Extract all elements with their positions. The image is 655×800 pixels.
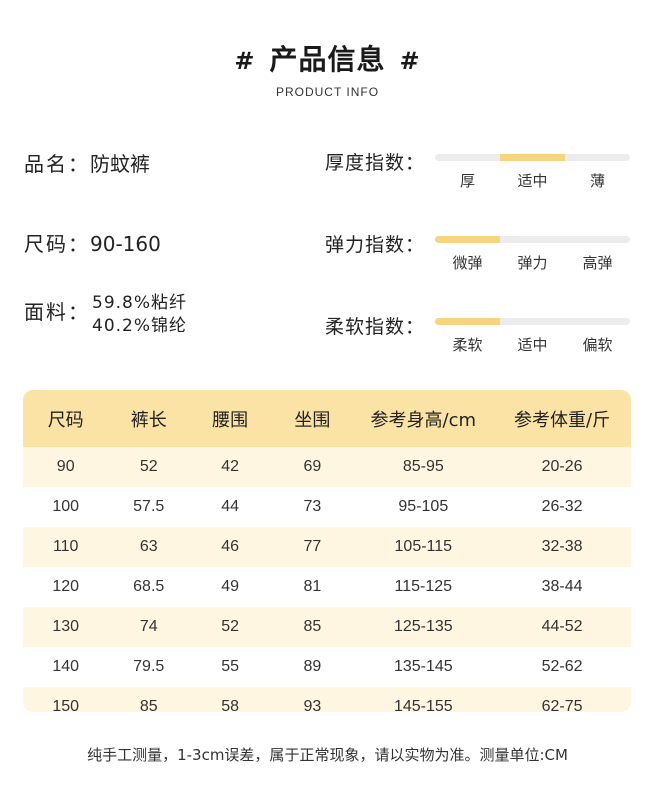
hash-right: # — [399, 47, 421, 75]
rating-indicator — [435, 236, 500, 243]
table-cell: 145-155 — [353, 687, 494, 712]
rating-option: 高弹 — [582, 254, 613, 272]
table-cell: 79.5 — [108, 647, 190, 687]
table-cell: 81 — [271, 567, 354, 607]
table-cell: 52 — [108, 447, 190, 487]
rating-track — [435, 154, 630, 161]
table-row: 110 63 46 77 105-115 32-38 — [23, 527, 631, 567]
rating-indicator — [500, 154, 565, 161]
table-cell: 130 — [23, 607, 109, 647]
table-cell: 85 — [271, 607, 354, 647]
table-cell: 38-44 — [493, 567, 631, 607]
fabric-label: 面料： — [24, 300, 90, 324]
table-cell: 58 — [189, 687, 272, 712]
table-cell: 42 — [189, 447, 272, 487]
table-cell: 55 — [189, 647, 272, 687]
measurement-note: 纯手工测量，1-3cm误差，属于正常现象，请以实物为准。测量单位:CM — [87, 746, 568, 764]
rating-option: 薄 — [589, 172, 605, 190]
product-name-label: 品名： — [24, 152, 90, 176]
hash-left: # — [234, 47, 256, 75]
rating-option: 柔软 — [452, 336, 483, 354]
table-header-row: 尺码 裤长 腰围 坐围 参考身高/cm 参考体重/斤 — [23, 390, 631, 447]
size-table: 尺码 裤长 腰围 坐围 参考身高/cm 参考体重/斤 90 52 42 69 85-95… — [23, 390, 631, 712]
table-row: 130 74 52 85 125-135 44-52 — [23, 607, 631, 647]
product-size: 尺码：90-160 — [24, 228, 161, 257]
column-header: 尺码 — [23, 390, 109, 447]
table-cell: 95-105 — [353, 487, 494, 527]
table-cell: 150 — [23, 687, 109, 712]
table-cell: 73 — [271, 487, 354, 527]
table-cell: 62-75 — [493, 687, 631, 712]
table-cell: 93 — [271, 687, 354, 712]
rating-track — [435, 236, 630, 243]
table-row: 100 57.5 44 73 95-105 26-32 — [23, 487, 631, 527]
table-cell: 90 — [23, 447, 109, 487]
table-cell: 85 — [108, 687, 190, 712]
rating-option: 适中 — [517, 336, 548, 354]
table-row: 140 79.5 55 89 135-145 52-62 — [23, 647, 631, 687]
table-cell: 125-135 — [353, 607, 494, 647]
rating-indicator — [435, 318, 500, 325]
table-cell: 52-62 — [493, 647, 631, 687]
column-header: 参考身高/cm — [353, 390, 494, 447]
product-size-value: 90-160 — [90, 232, 161, 256]
table-cell: 26-32 — [493, 487, 631, 527]
table-cell: 85-95 — [353, 447, 494, 487]
table-body: 90 52 42 69 85-95 20-26 100 57.5 44 73 95-105 26-32… — [23, 447, 631, 712]
table-cell: 44-52 — [493, 607, 631, 647]
page-subtitle: PRODUCT INFO — [275, 85, 380, 99]
table-cell: 110 — [23, 527, 109, 567]
product-name: 品名：防蚊裤 — [24, 148, 150, 177]
rating-option: 偏软 — [582, 336, 613, 354]
column-header: 参考体重/斤 — [493, 390, 631, 447]
table-cell: 100 — [23, 487, 109, 527]
rating-option: 微弹 — [452, 254, 483, 272]
table-cell: 115-125 — [353, 567, 494, 607]
product-size-label: 尺码： — [24, 232, 90, 256]
table-cell: 49 — [189, 567, 272, 607]
title-text: 产品信息 — [269, 43, 386, 76]
table-row: 90 52 42 69 85-95 20-26 — [23, 447, 631, 487]
column-header: 裤长 — [108, 390, 190, 447]
table-cell: 57.5 — [108, 487, 190, 527]
table-cell: 44 — [189, 487, 272, 527]
table-cell: 140 — [23, 647, 109, 687]
fabric-line: 40.2%锦纶 — [92, 316, 188, 336]
column-header: 坐围 — [271, 390, 354, 447]
table-cell: 74 — [108, 607, 190, 647]
rating-option: 厚 — [459, 172, 475, 190]
table-row: 150 85 58 93 145-155 62-75 — [23, 687, 631, 712]
table-cell: 77 — [271, 527, 354, 567]
table-cell: 52 — [189, 607, 272, 647]
rating-label: 厚度指数： — [325, 152, 426, 174]
table-cell: 120 — [23, 567, 109, 607]
page-title: # 产品信息 # — [0, 38, 655, 78]
rating-option: 适中 — [517, 172, 548, 190]
rating-track — [435, 318, 630, 325]
table-cell: 135-145 — [353, 647, 494, 687]
column-header: 腰围 — [189, 390, 272, 447]
table-cell: 46 — [189, 527, 272, 567]
table-cell: 20-26 — [493, 447, 631, 487]
rating-label: 柔软指数： — [325, 316, 426, 338]
table-cell: 69 — [271, 447, 354, 487]
rating-option: 弹力 — [517, 254, 548, 272]
table-cell: 32-38 — [493, 527, 631, 567]
fabric-composition: 59.8%粘纤 40.2%锦纶 — [92, 292, 187, 338]
table-cell: 89 — [271, 647, 354, 687]
table-cell: 68.5 — [108, 567, 190, 607]
product-name-value: 防蚊裤 — [90, 152, 150, 176]
rating-label: 弹力指数： — [325, 234, 426, 256]
table-cell: 63 — [108, 527, 190, 567]
table-row: 120 68.5 49 81 115-125 38-44 — [23, 567, 631, 607]
fabric-line: 59.8%粘纤 — [92, 293, 188, 313]
table-cell: 105-115 — [353, 527, 494, 567]
